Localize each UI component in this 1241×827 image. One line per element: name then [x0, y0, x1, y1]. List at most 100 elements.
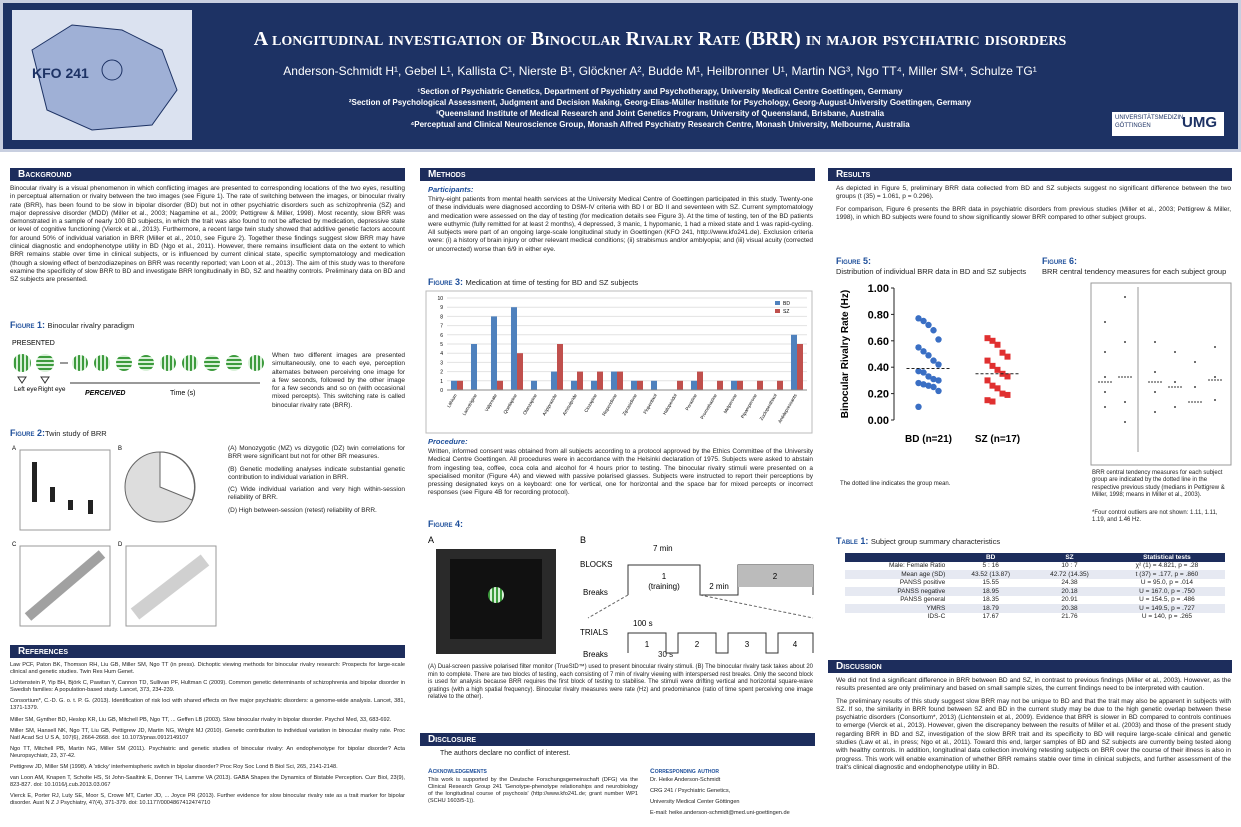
paragraph: Written, informed consent was obtained f…	[428, 448, 813, 497]
reference: van Loon AM, Knapen T, Scholte HS, St Jo…	[10, 775, 405, 789]
point	[984, 357, 991, 364]
label: Figure 3:	[428, 277, 464, 287]
label: Breaks	[583, 588, 608, 597]
point	[999, 390, 1006, 397]
cell: 15.55	[982, 579, 999, 587]
y-tick-label: 0.20	[868, 389, 889, 401]
references: Law PCF, Paton BK, Thomson RH, Liu GB, M…	[10, 662, 405, 812]
paragraph: This work is supported by the Deutsche F…	[428, 777, 638, 804]
cell: 18.35	[982, 596, 999, 604]
point	[984, 335, 991, 342]
note: *Four control outliers are not shown: 1.…	[1092, 510, 1218, 524]
point	[989, 337, 996, 344]
section-heading: Disclosure	[420, 733, 815, 746]
point	[920, 369, 927, 376]
bar	[457, 380, 463, 390]
cell: YMRS	[845, 604, 952, 613]
cell: 42.72 (14.35)	[1030, 570, 1109, 579]
y-tick-label: 0.40	[868, 362, 889, 374]
logo-line: UMG	[1182, 114, 1217, 131]
bar	[551, 371, 557, 390]
bar	[691, 380, 697, 390]
cell: 21.76	[1061, 613, 1078, 621]
point	[935, 387, 942, 395]
caption: Binocular rivalry paradigm	[47, 321, 135, 330]
paragraph: We did not find a significant difference…	[836, 677, 1231, 693]
label: 1	[662, 572, 667, 581]
point	[989, 362, 996, 369]
point	[984, 377, 991, 384]
affiliation: ⁴Perceptual and Clinical Neuroscience Gr…	[410, 120, 910, 129]
list: (A) Monozygotic (MZ) vs dizygotic (DZ) t…	[228, 445, 405, 519]
point	[930, 375, 937, 383]
header-cell: BD	[951, 553, 1031, 562]
y-tick-label: 6	[440, 333, 443, 339]
scatter-cloud	[130, 554, 210, 620]
point	[915, 367, 922, 375]
panel	[19, 545, 111, 627]
cell: 10 : 7	[1061, 562, 1078, 570]
point	[930, 327, 937, 334]
clock	[101, 59, 123, 81]
cell: PANSS negative	[845, 587, 952, 596]
bar	[491, 316, 497, 390]
caption: Distribution of individual BRR data in B…	[836, 267, 1027, 276]
figure-label: Figure 2:Twin study of BRR	[10, 428, 107, 438]
bar	[451, 380, 457, 390]
bar	[577, 371, 583, 390]
figure-label: Figure 6: BRR central tendency measures f…	[1042, 256, 1232, 277]
section-heading: Background	[10, 168, 405, 181]
cell: U = 95.0, p = .014	[1140, 579, 1193, 587]
x-tick-label: Quetiapine	[502, 393, 518, 415]
x-tick-label: Perazine	[684, 393, 698, 412]
paragraph: The authors declare no conflict of inter…	[440, 750, 571, 757]
paragraph: BRR central tendency measures for each s…	[1092, 470, 1225, 499]
caption: BRR central tendency measures for each s…	[1042, 267, 1227, 276]
paragraph: The preliminary results of this study su…	[836, 697, 1231, 771]
point	[915, 344, 922, 351]
cell: χ² (1) = 4.821, p = .28	[1135, 562, 1199, 570]
point	[930, 357, 937, 364]
point	[920, 381, 927, 388]
bar	[497, 380, 503, 390]
label: 30 s	[658, 650, 674, 659]
header-cell: SZ	[1030, 553, 1109, 562]
x-tick-label: Zuclopenthixol	[759, 393, 778, 421]
label: 3	[745, 640, 750, 649]
y-tick-label: 0.80	[868, 309, 889, 321]
logo-line: UNIVERSITÄTSMEDIZIN	[1115, 115, 1184, 121]
panel	[19, 449, 111, 531]
cell: IDS-C	[927, 613, 946, 621]
cell: PANSS general	[900, 596, 946, 604]
bar	[617, 371, 623, 390]
header-cell	[845, 553, 952, 562]
y-tick-label: 4	[440, 351, 443, 357]
stimulus	[36, 354, 54, 372]
label: Figure 5:	[836, 256, 872, 266]
x-tick-label: SZ (n=17)	[975, 434, 1020, 445]
label: 2	[695, 640, 700, 649]
reference: Ngo TT, Mitchell PB, Martin NG, Miller S…	[10, 745, 405, 759]
paragraph: As depicted in Figure 5, preliminary BRR…	[836, 185, 1231, 201]
panel	[125, 545, 217, 627]
y-tick-label: 10	[437, 296, 443, 302]
label: Figure 2:	[10, 428, 46, 438]
cell: Mean age (SD)	[845, 570, 952, 579]
y-tick-label: 8	[440, 314, 443, 320]
legend-label: SZ	[783, 309, 789, 315]
y-tick-label: 0	[440, 388, 443, 394]
point	[1004, 391, 1011, 398]
y-tick-label: 9	[440, 305, 443, 311]
cell: 43.52 (13.87)	[951, 570, 1031, 579]
figure-label: Figure 4:	[428, 519, 463, 529]
label: BLOCKS	[580, 560, 612, 569]
x-tick-label: Promethazine	[699, 393, 718, 420]
stimulus	[488, 587, 504, 603]
contact-line: Dr. Heike Anderson-Schmidt	[650, 777, 721, 783]
y-tick-label: 5	[440, 342, 443, 348]
section-heading: Discussion	[828, 660, 1232, 673]
point	[925, 352, 932, 359]
panel-label: D	[118, 542, 123, 548]
eye	[17, 376, 50, 384]
label: Right eye	[38, 386, 66, 393]
